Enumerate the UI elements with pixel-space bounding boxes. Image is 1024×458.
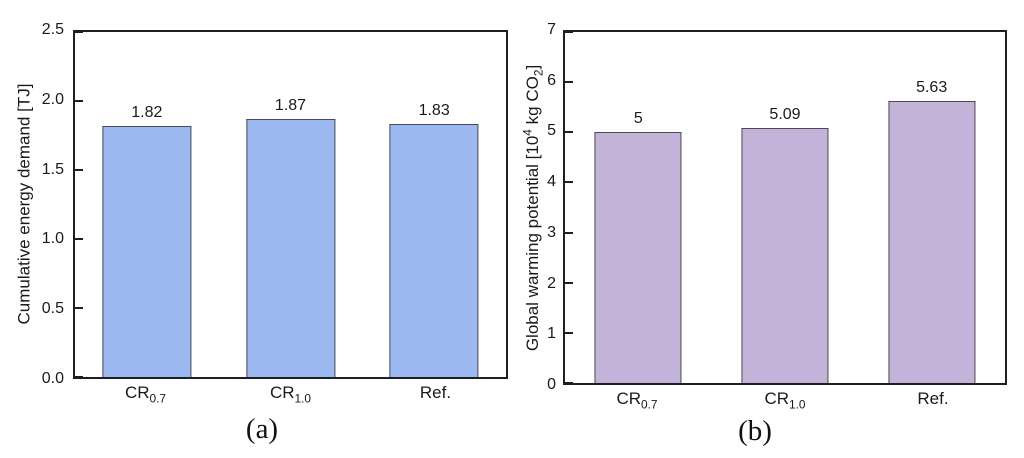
bar-value-label: 5.09 [769,105,801,123]
y-tick-label: 1 [547,325,556,343]
y-tick-label: 1.0 [41,230,64,248]
y-tick-mark [565,231,573,234]
plot-area: 1.82 1.87 1.83 [73,30,508,379]
x-category-label-subscript: 0.7 [149,391,167,406]
bar [741,127,829,383]
y-tick-mark [75,100,83,102]
y-axis-tick-labels: 2.5 2.0 1.5 1.0 0.5 0.0 [0,22,64,387]
x-category-label: CR0.7 [616,389,658,412]
bar [102,125,192,377]
x-category-label: CR0.7 [124,383,167,406]
y-tick-label: 4 [547,173,556,191]
bar-value-label: 1.87 [274,96,307,114]
y-tick-label: 2 [547,274,556,292]
y-tick-mark [565,281,573,284]
bar-value-label: 5.63 [916,78,948,96]
bar-value-label: 1.82 [131,103,163,121]
bar-value-label: 5 [633,110,643,128]
x-category-label-subscript: 0.7 [641,397,658,412]
y-tick-label: 0 [547,376,556,393]
bar [389,124,479,377]
bar [594,132,682,383]
y-tick-mark [565,181,573,184]
y-tick-label: 1.5 [41,160,64,178]
y-axis-tick-labels: 7 6 5 4 3 2 1 0 [512,22,556,393]
x-category-label-text: CR [269,383,295,402]
y-tick-mark [75,238,83,240]
x-category-label: Ref. [917,389,949,409]
y-tick-mark [565,331,573,334]
y-tick-label: 7 [547,21,556,38]
x-axis-tick-labels: CR0.7 CR1.0 Ref. [563,389,1007,416]
y-tick-mark [75,307,83,309]
x-category-label-text: Ref. [917,389,949,408]
y-tick-mark [565,31,573,33]
y-tick-mark [75,31,83,33]
y-tick-mark [565,382,573,384]
y-tick-label: 2.0 [41,90,64,108]
x-category-label: CR1.0 [764,389,806,412]
y-tick-label: 0.5 [41,300,64,318]
x-category-label: CR1.0 [269,383,312,406]
y-tick-mark [565,81,573,84]
x-category-label-subscript: 1.0 [294,391,312,406]
y-tick-label: 0.0 [41,370,64,387]
y-tick-label: 2.5 [41,21,64,38]
bar [888,100,976,383]
x-axis-tick-labels: CR0.7 CR1.0 Ref. [73,383,508,410]
x-category-label: Ref. [419,383,452,403]
y-tick-label: 3 [547,223,556,241]
panel-caption: (a) [245,413,279,445]
bar-value-label: 1.83 [418,102,450,120]
x-category-label-text: CR [124,383,150,402]
y-tick-mark [75,376,83,378]
panel-a-cumulative-energy-demand-chart: Cumulative energy demand [TJ] 2.5 2.0 1.5 1… [0,22,508,445]
y-tick-label: 5 [547,122,556,140]
x-category-label-text: CR [616,389,641,408]
y-tick-mark [565,131,573,134]
y-tick-mark [75,169,83,171]
bar [245,118,336,377]
x-category-label-text: CR [764,389,790,408]
x-category-label-subscript: 1.0 [789,397,806,412]
plot-area: 5 5.09 5.63 [563,30,1007,385]
panel-caption: (b) [738,415,772,447]
x-category-label-text: Ref. [419,383,452,402]
y-tick-label: 6 [547,71,556,89]
